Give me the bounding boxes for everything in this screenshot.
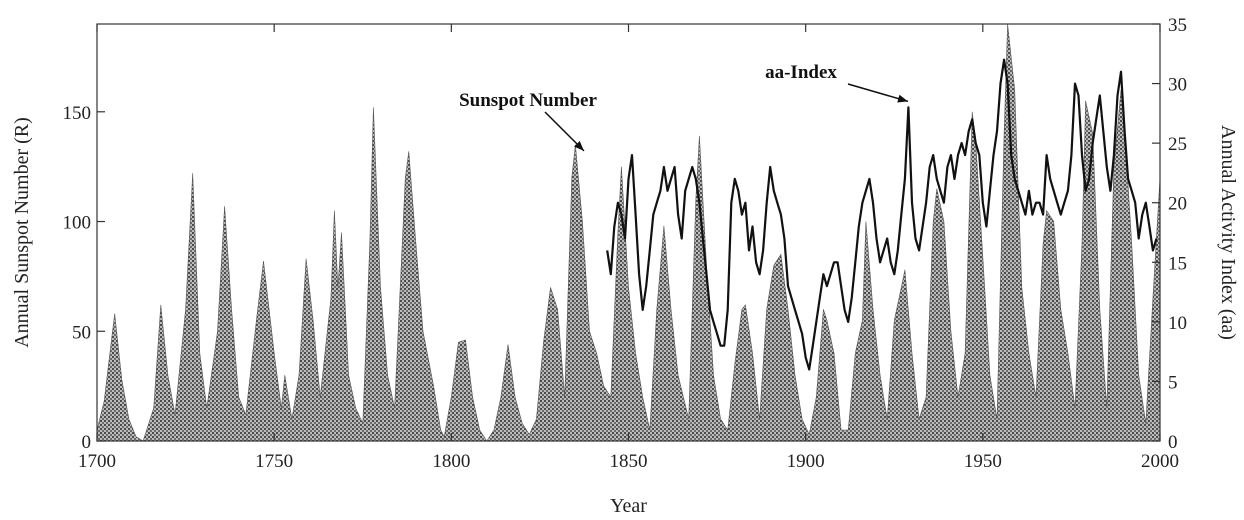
annotation-aa-index-arrow xyxy=(847,83,909,103)
y-right-tick-label: 20 xyxy=(1168,194,1187,215)
sunspot-number-area xyxy=(96,23,1161,442)
x-tick-label: 1900 xyxy=(787,451,825,472)
x-tick-label: 1750 xyxy=(255,451,293,472)
x-tick-label: 2000 xyxy=(1141,451,1179,472)
y-right-tick-label: 5 xyxy=(1168,372,1178,393)
aa-index-line xyxy=(606,58,1158,371)
y-right-tick-label: 30 xyxy=(1168,75,1187,96)
y-right-tick-label: 35 xyxy=(1168,15,1187,36)
y-axis-right-title: Annual Activity Index (aa) xyxy=(1217,125,1239,340)
sunspot-area-layer xyxy=(96,23,1161,442)
x-tick-label: 1950 xyxy=(964,451,1002,472)
x-tick-label: 1800 xyxy=(432,451,470,472)
y-left-tick-label: 50 xyxy=(72,322,91,343)
x-axis-title: Year xyxy=(610,495,647,517)
y-right-tick-label: 0 xyxy=(1168,432,1178,453)
y-right-tick-label: 25 xyxy=(1168,134,1187,155)
y-left-tick-label: 100 xyxy=(63,213,92,234)
y-right-tick-label: 10 xyxy=(1168,313,1187,334)
annotation-sunspot-number: Sunspot Number xyxy=(459,90,597,152)
annotation-sunspot-number-label: Sunspot Number xyxy=(459,90,597,111)
y-right-tick-label: 15 xyxy=(1168,253,1187,274)
aa-line-layer xyxy=(606,58,1158,371)
y-axis-left-title: Annual Sunspot Number (R) xyxy=(11,117,33,348)
y-axis-right-ticks: 0 5 10 15 20 25 30 35 xyxy=(1152,15,1187,453)
y-axis-left-ticks: 0 50 100 150 xyxy=(63,103,105,453)
x-tick-label: 1850 xyxy=(610,451,648,472)
x-axis-ticks: 1700 1750 1800 1850 1900 1950 2000 xyxy=(78,24,1179,472)
y-left-tick-label: 0 xyxy=(82,432,92,453)
x-tick-label: 1700 xyxy=(78,451,116,472)
y-left-tick-label: 150 xyxy=(63,103,92,124)
annotation-sunspot-number-arrowhead xyxy=(574,141,584,151)
annotation-aa-index-label: aa-Index xyxy=(765,62,837,83)
annotation-aa-index: aa-Index xyxy=(765,62,909,103)
annotation-aa-index-arrowhead xyxy=(897,94,908,103)
